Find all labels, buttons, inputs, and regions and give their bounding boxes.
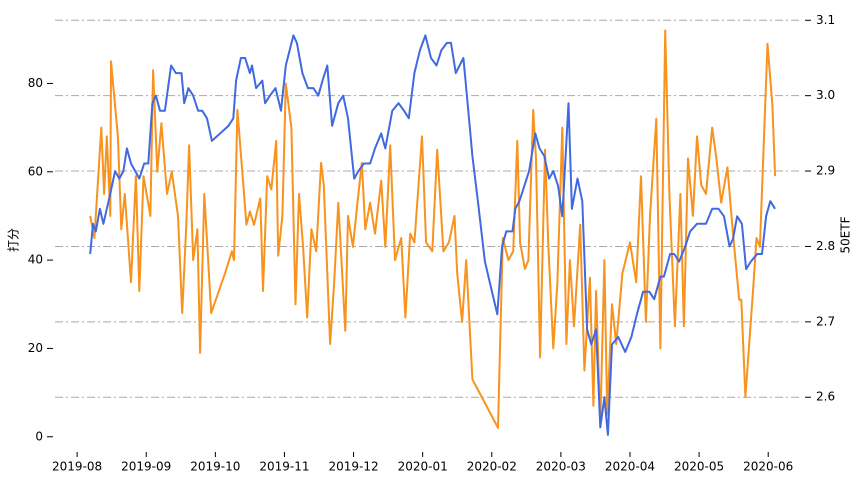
y2-tick-label: 2.6 xyxy=(816,390,835,404)
y2-tick-label: 2.9 xyxy=(816,164,835,178)
series-line xyxy=(89,34,776,436)
y-tick-label: 40 xyxy=(28,253,43,267)
y-axis-title: 打分 xyxy=(7,228,21,252)
x-tick-label: 2019-09 xyxy=(121,460,171,474)
y2-tick-label: 2.8 xyxy=(816,239,835,253)
x-tick-label: 2019-10 xyxy=(190,460,240,474)
x-tick-label: 2019-08 xyxy=(52,460,102,474)
x-tick-label: 2020-04 xyxy=(605,460,655,474)
x-tick-label: 2019-11 xyxy=(259,460,309,474)
x-tick-label: 2020-05 xyxy=(674,460,724,474)
y-tick-label: 80 xyxy=(28,76,43,90)
x-tick-label: 2020-02 xyxy=(467,460,517,474)
y-tick-label: 20 xyxy=(28,341,43,355)
x-tick-label: 2020-03 xyxy=(536,460,586,474)
x-tick-label: 2020-01 xyxy=(398,460,448,474)
y2-tick-label: 3.0 xyxy=(816,88,835,102)
y2-tick-label: 3.1 xyxy=(816,13,835,27)
x-tick-label: 2020-06 xyxy=(743,460,793,474)
x-tick-label: 2019-12 xyxy=(328,460,378,474)
y-tick-label: 0 xyxy=(35,429,43,443)
y-tick-label: 60 xyxy=(28,164,43,178)
y2-axis-title: 50ETF xyxy=(839,216,853,253)
y2-tick-label: 2.7 xyxy=(816,314,835,328)
series-line xyxy=(89,29,777,429)
